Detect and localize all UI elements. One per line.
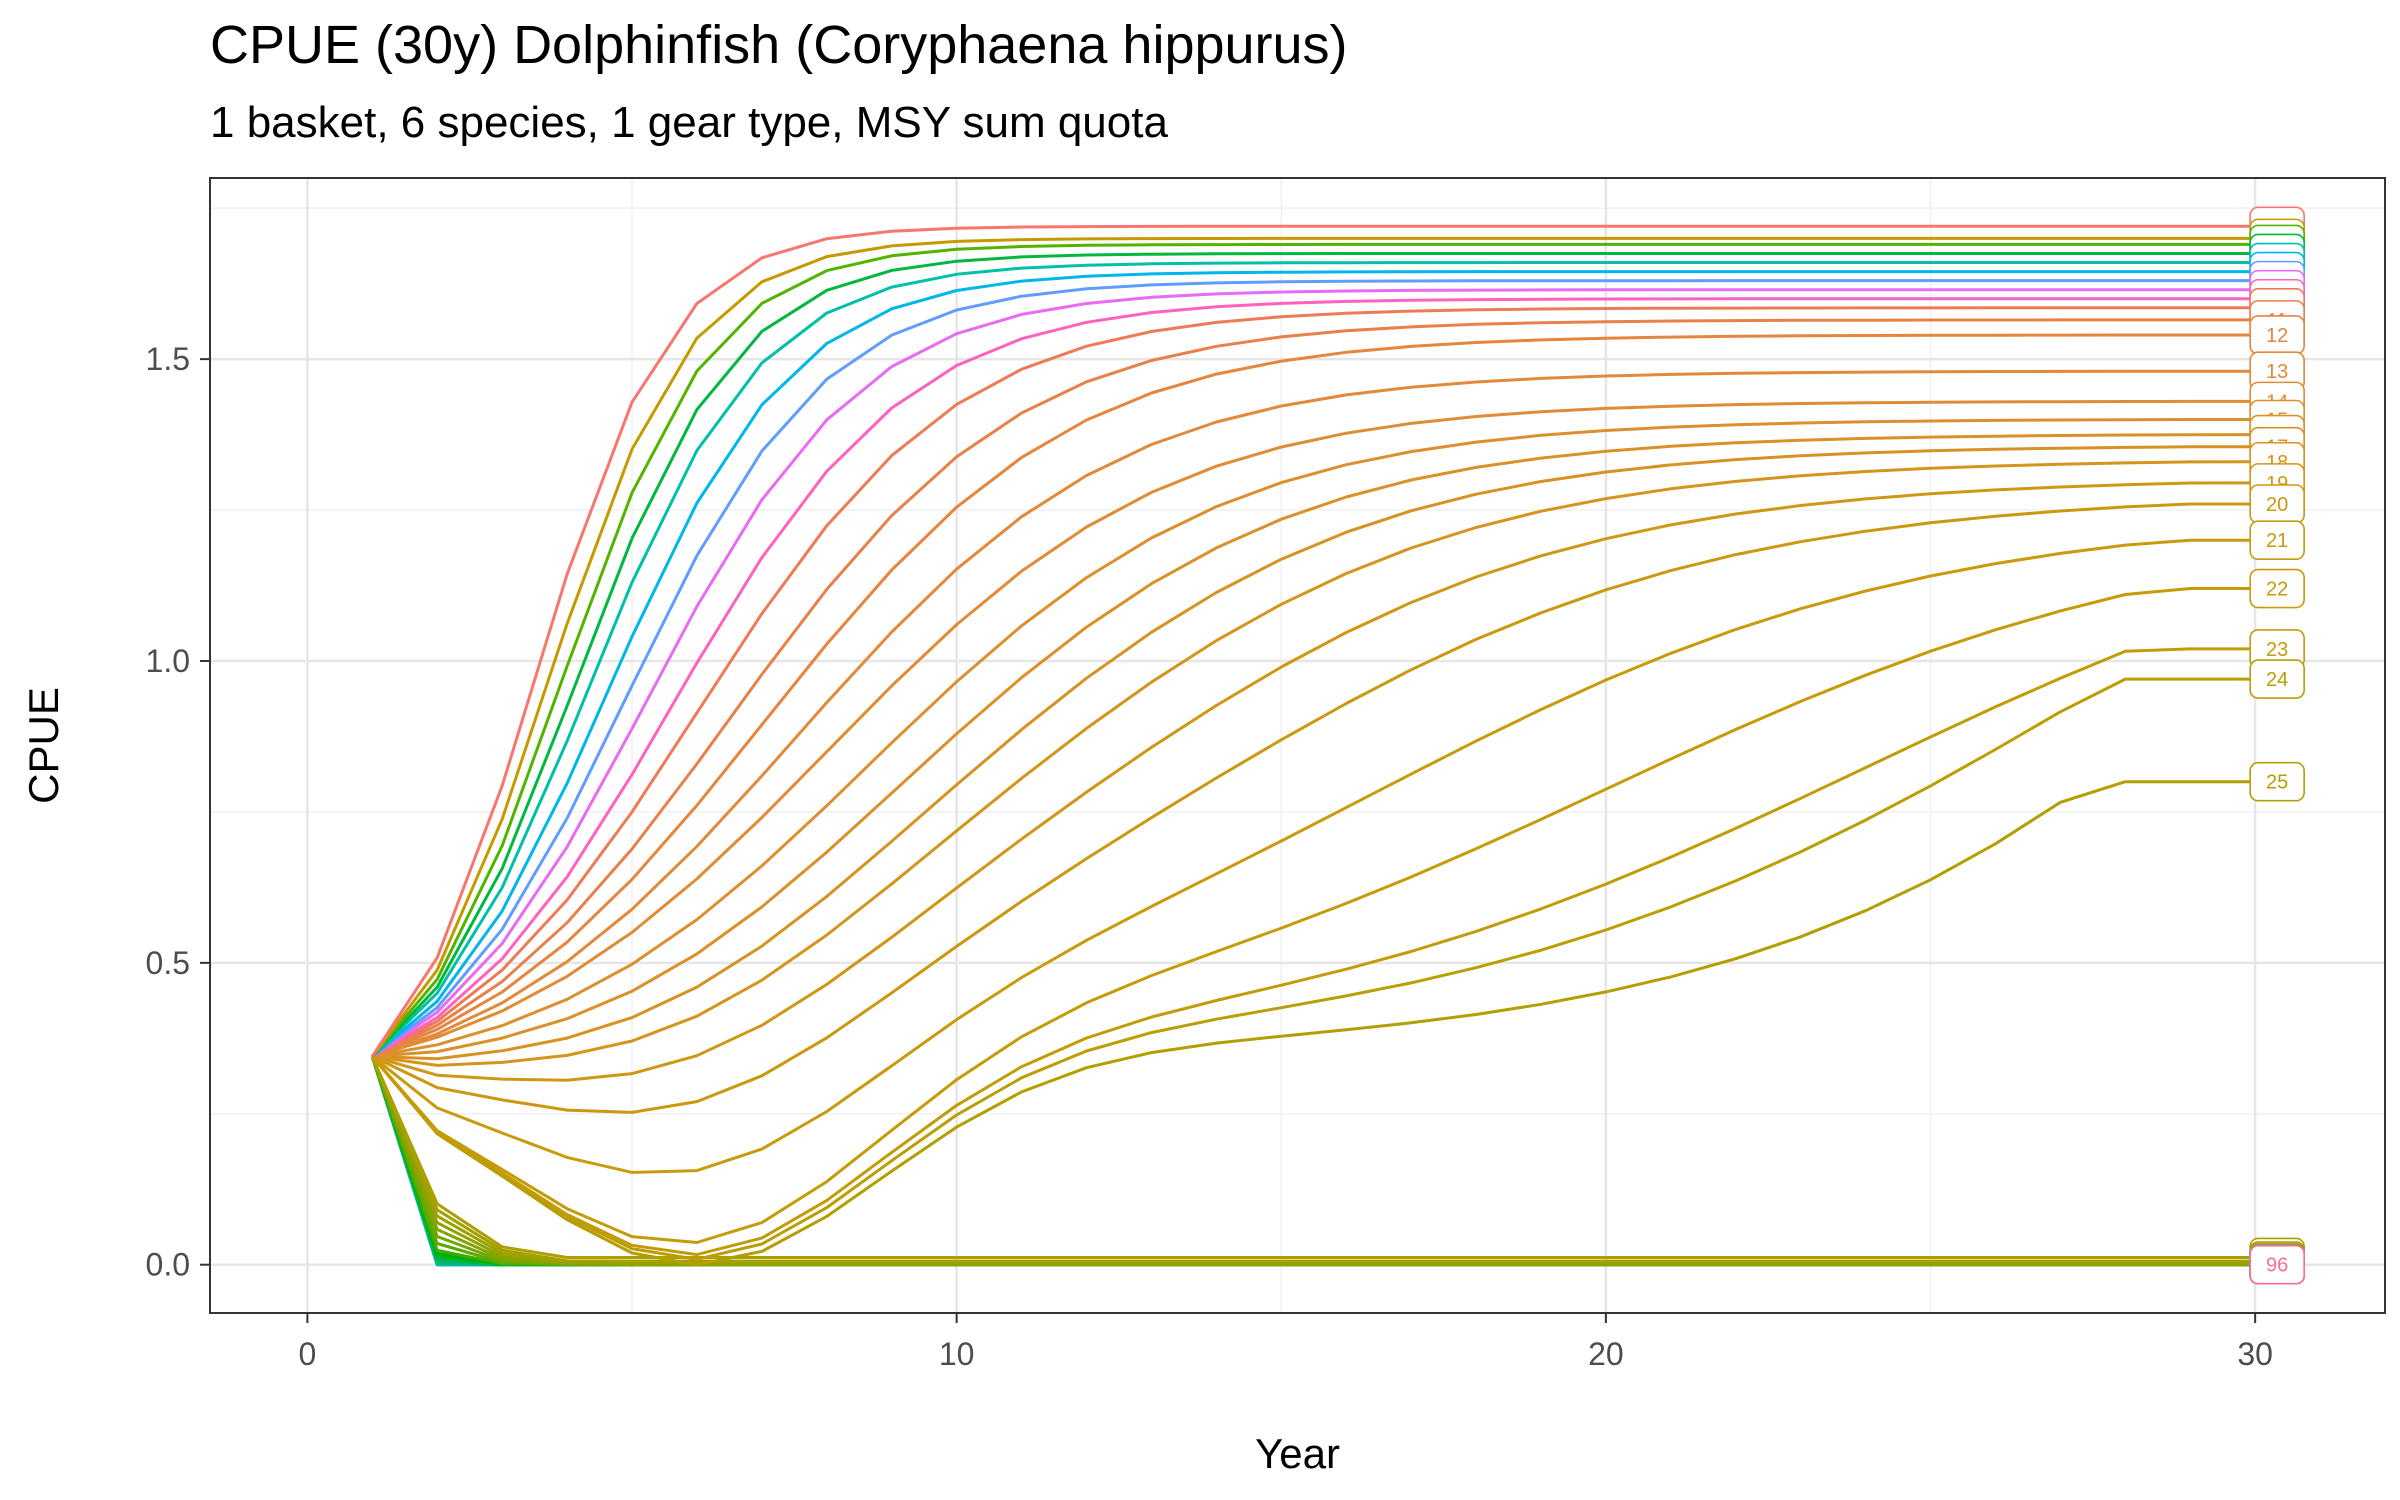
end-label-box xyxy=(2249,761,2305,802)
y-tick-label: 1.5 xyxy=(146,341,190,377)
end-label-text: 21 xyxy=(2266,530,2288,552)
series-line xyxy=(371,647,2256,1257)
series-line xyxy=(371,780,2256,1267)
series-line xyxy=(370,1055,2256,1267)
x-axis-title: Year xyxy=(1255,1430,1340,1477)
end-label-box xyxy=(2249,659,2305,699)
series-line xyxy=(371,677,2256,1261)
x-tick-label: 10 xyxy=(939,1336,975,1372)
series-end-label: 23 xyxy=(2249,629,2305,669)
series-line xyxy=(370,1055,2256,1267)
x-tick-label: 0 xyxy=(298,1336,316,1372)
series-line xyxy=(372,445,2256,1061)
y-tick-label: 0.0 xyxy=(146,1247,190,1283)
series-line xyxy=(371,270,2256,1058)
series-line xyxy=(371,288,2256,1058)
y-tick-label: 0.5 xyxy=(146,945,190,981)
series-end-label: 13 xyxy=(2249,351,2305,391)
series-line xyxy=(372,460,2256,1067)
end-label-text: 12 xyxy=(2266,325,2288,347)
series-end-label: 22 xyxy=(2249,568,2305,609)
end-label-text: 24 xyxy=(2266,669,2288,691)
series-line xyxy=(371,587,2256,1244)
x-tick-label: 30 xyxy=(2237,1336,2273,1372)
end-label-text: 13 xyxy=(2266,361,2288,383)
series-end-label: 20 xyxy=(2249,484,2305,524)
plot-panel-border xyxy=(209,177,2386,1314)
end-label-text: 96 xyxy=(2266,1255,2288,1277)
series-line xyxy=(371,236,2256,1058)
chart-title: CPUE (30y) Dolphinfish (Coryphaena hippu… xyxy=(210,15,1348,75)
series-line xyxy=(370,1055,2256,1267)
series-line xyxy=(370,1055,2256,1267)
series-line xyxy=(370,1055,2256,1267)
series-line xyxy=(371,242,2256,1058)
y-axis-title: CPUE xyxy=(20,687,67,804)
series-line xyxy=(370,1055,2256,1267)
series-line xyxy=(371,261,2256,1058)
series-line xyxy=(372,418,2256,1058)
series-line xyxy=(371,369,2256,1058)
series-line xyxy=(370,1055,2256,1267)
series-line xyxy=(372,433,2256,1058)
series-end-label: 12 xyxy=(2249,315,2305,355)
series-line xyxy=(371,224,2256,1058)
series-line xyxy=(370,1055,2256,1267)
series-line xyxy=(371,318,2256,1058)
series-end-label: 21 xyxy=(2249,520,2305,561)
series-end-label: 25 xyxy=(2249,761,2305,802)
series-line xyxy=(371,279,2256,1058)
series-line xyxy=(370,1055,2256,1267)
series-end-label: 24 xyxy=(2249,659,2305,699)
series-line xyxy=(370,1055,2256,1263)
series-line xyxy=(370,1055,2256,1259)
series-line xyxy=(371,306,2256,1058)
y-tick-label: 1.0 xyxy=(146,643,190,679)
series-line xyxy=(371,297,2256,1058)
series-line xyxy=(371,333,2256,1058)
series-line xyxy=(370,1055,2256,1267)
end-label-box xyxy=(2249,568,2305,609)
series-line xyxy=(370,1055,2256,1267)
series-line xyxy=(371,481,2256,1082)
series-line xyxy=(371,502,2256,1114)
end-label-text: 25 xyxy=(2266,772,2288,794)
series-line xyxy=(370,1055,2256,1267)
end-label-box xyxy=(2249,520,2305,561)
end-label-text: 23 xyxy=(2266,639,2288,661)
end-label-box xyxy=(2249,1244,2305,1285)
series-line xyxy=(371,538,2256,1174)
series-line xyxy=(371,252,2256,1058)
chart-subtitle: 1 basket, 6 species, 1 gear type, MSY su… xyxy=(210,98,1168,147)
end-label-text: 22 xyxy=(2266,579,2288,601)
series-line xyxy=(370,1055,2256,1265)
x-tick-label: 20 xyxy=(1588,1336,1624,1372)
series-line xyxy=(370,1055,2256,1267)
series-line xyxy=(370,1055,2256,1267)
series-end-label: 96 xyxy=(2249,1244,2305,1285)
series-line xyxy=(370,1055,2256,1267)
end-label-text: 20 xyxy=(2266,494,2288,516)
series-line xyxy=(370,1055,2256,1267)
series-line xyxy=(370,1055,2256,1267)
series-line xyxy=(370,1055,2256,1267)
series-line xyxy=(371,399,2256,1058)
